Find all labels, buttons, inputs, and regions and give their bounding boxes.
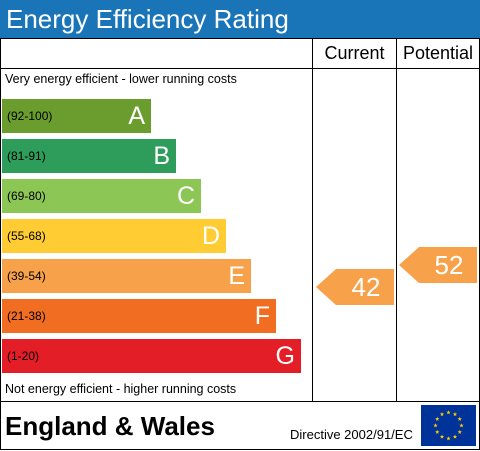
eu-star xyxy=(446,410,451,415)
divider-current xyxy=(312,38,313,402)
band-range-label: (55-68) xyxy=(7,229,46,243)
title-bar: Energy Efficiency Rating xyxy=(0,0,480,38)
divider-potential xyxy=(396,38,397,402)
current-rating-value: 42 xyxy=(351,272,381,302)
potential-rating-pointer: 52 xyxy=(399,247,477,283)
footer-region: England & Wales xyxy=(5,411,215,441)
rating-band-a: (92-100) A xyxy=(2,99,151,133)
band-letter: D xyxy=(201,222,220,250)
eu-star xyxy=(452,411,458,417)
eu-star xyxy=(435,416,440,421)
top-note: Very energy efficient - lower running co… xyxy=(5,72,237,86)
band-letter: C xyxy=(176,182,195,210)
rating-band-e: (39-54) E xyxy=(2,259,251,293)
band-range-label: (21-38) xyxy=(7,309,46,323)
band-range-label: (69-80) xyxy=(7,189,46,203)
column-header-potential: Potential xyxy=(402,43,474,63)
column-header-current: Current xyxy=(324,43,385,63)
eu-star xyxy=(452,434,458,439)
eu-star xyxy=(457,429,462,434)
band-range-label: (92-100) xyxy=(7,109,53,123)
band-range-label: (39-54) xyxy=(7,269,46,283)
bottom-note: Not energy efficient - higher running co… xyxy=(5,382,237,396)
eu-star xyxy=(435,429,440,434)
band-range-label: (1-20) xyxy=(7,349,40,363)
potential-rating-value: 52 xyxy=(434,250,464,280)
rating-band-f: (21-38) F xyxy=(2,299,276,333)
rating-band-c: (69-80) C xyxy=(2,179,201,213)
current-rating-pointer: 42 xyxy=(316,269,394,305)
chart-title: Energy Efficiency Rating xyxy=(6,4,289,34)
rating-band-d: (55-68) D xyxy=(2,219,226,253)
eu-star xyxy=(439,434,445,439)
band-letter: G xyxy=(275,342,295,370)
eu-star xyxy=(433,423,438,428)
rating-band-g: (1-20) G xyxy=(2,339,301,373)
band-range-label: (81-91) xyxy=(7,149,46,163)
footer-directive: Directive 2002/91/EC xyxy=(290,427,413,442)
eu-star xyxy=(457,416,462,421)
header-rule xyxy=(0,68,480,69)
band-letter: A xyxy=(128,102,145,130)
eu-star xyxy=(439,411,445,417)
band-letter: B xyxy=(153,142,170,170)
band-letter: F xyxy=(254,302,270,330)
eu-star xyxy=(446,436,451,441)
rating-band-b: (81-91) B xyxy=(2,139,176,173)
footer-rule xyxy=(0,401,480,402)
eu-star xyxy=(459,423,464,428)
eu-flag-icon xyxy=(421,405,476,446)
band-letter: E xyxy=(228,262,245,290)
